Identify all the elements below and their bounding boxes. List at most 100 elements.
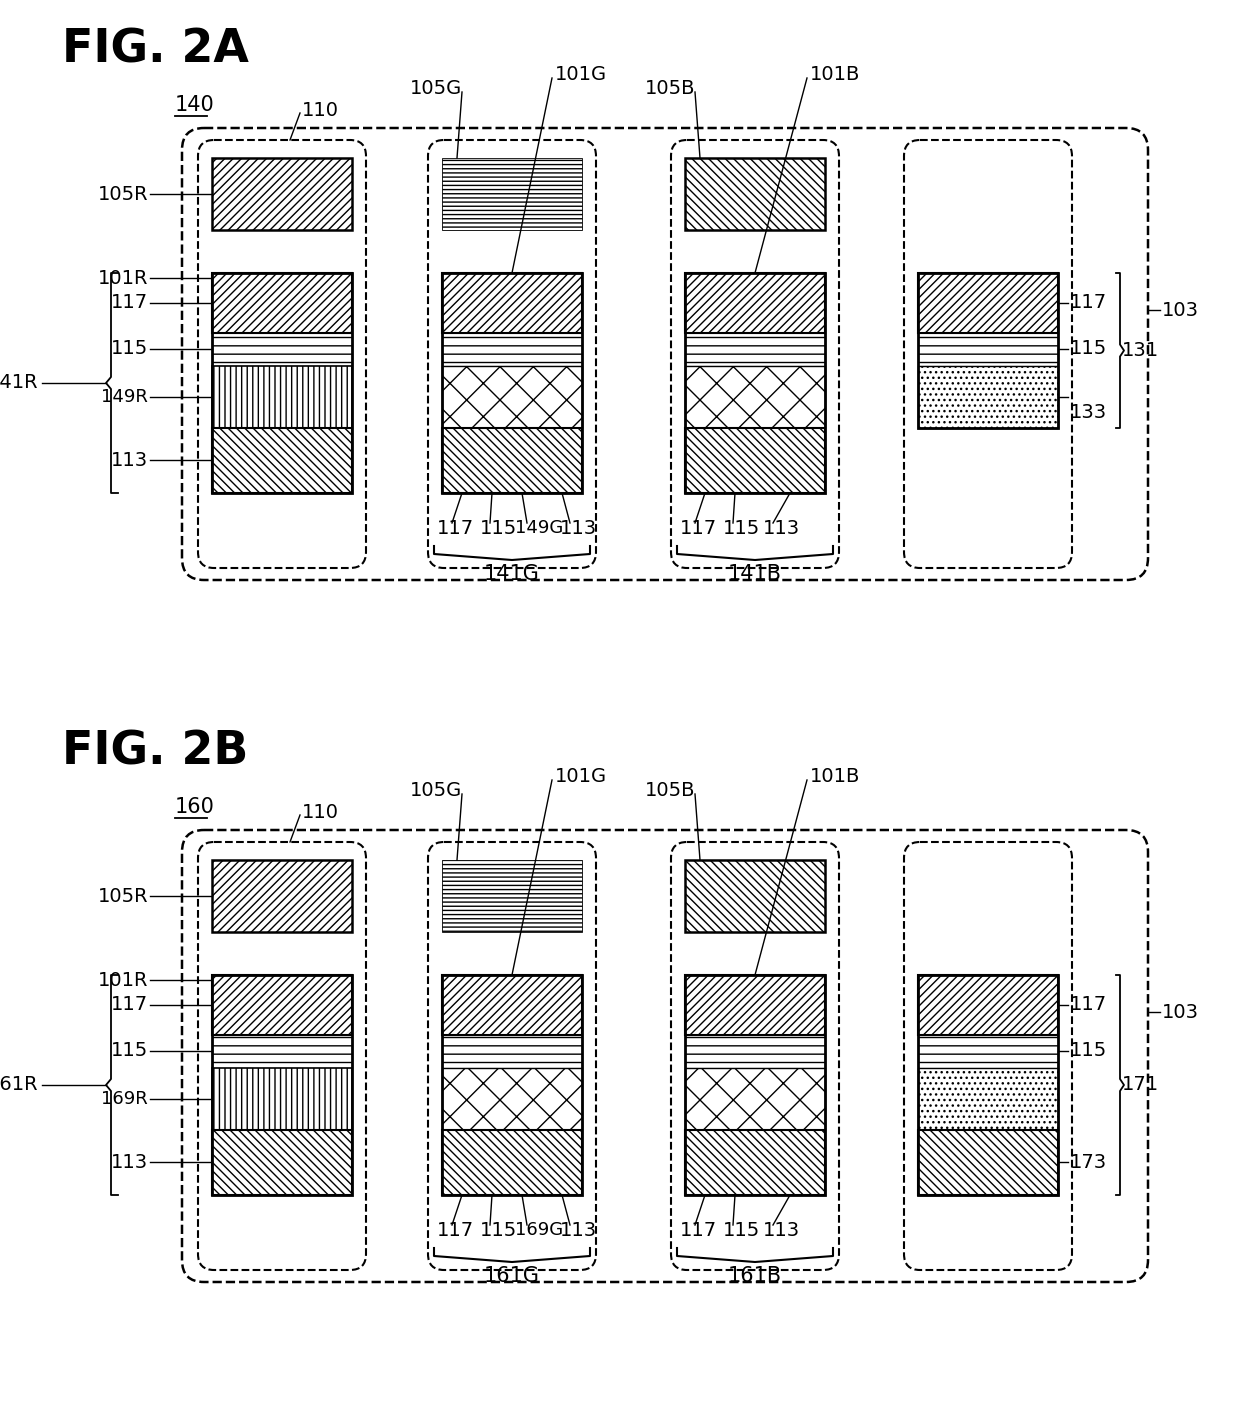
Bar [212, 159, 352, 230]
Bar [441, 333, 582, 366]
Text: 117: 117 [1070, 293, 1107, 313]
Text: 149R: 149R [102, 388, 148, 406]
Text: 115: 115 [110, 340, 148, 358]
Text: 160: 160 [175, 797, 215, 817]
Text: 115: 115 [1070, 340, 1107, 358]
Text: 141B: 141B [728, 564, 782, 584]
Text: 101B: 101B [810, 66, 861, 84]
Text: 113: 113 [560, 518, 598, 538]
Text: 115: 115 [110, 1042, 148, 1060]
Bar [684, 861, 825, 932]
Text: 105R: 105R [98, 886, 148, 906]
Text: 113: 113 [110, 451, 148, 469]
Text: 131: 131 [1122, 341, 1159, 359]
Text: 117: 117 [110, 995, 148, 1015]
Bar [441, 272, 582, 333]
Bar [212, 333, 352, 366]
Bar [684, 974, 825, 1195]
Bar [441, 861, 582, 932]
Bar [212, 974, 352, 1035]
Text: 115: 115 [723, 1220, 760, 1240]
Bar [918, 1035, 1058, 1068]
Bar [684, 428, 825, 493]
Bar [212, 1130, 352, 1195]
Bar [441, 272, 582, 493]
Text: 149G: 149G [515, 519, 563, 536]
Bar [212, 861, 352, 932]
Text: 169G: 169G [515, 1221, 563, 1238]
Text: 161R: 161R [0, 1075, 38, 1095]
Text: 117: 117 [110, 293, 148, 313]
Text: 105G: 105G [409, 781, 463, 799]
Bar [684, 159, 825, 230]
Text: 117: 117 [436, 518, 474, 538]
Bar [441, 1130, 582, 1195]
Text: 105B: 105B [645, 781, 694, 799]
Text: 105G: 105G [409, 79, 463, 97]
Bar [441, 428, 582, 493]
Bar [212, 366, 352, 428]
Text: 117: 117 [680, 1220, 717, 1240]
Text: 101G: 101G [556, 66, 608, 84]
Text: 169R: 169R [102, 1090, 148, 1108]
Text: 117: 117 [436, 1220, 474, 1240]
Bar [212, 1035, 352, 1068]
Text: 115: 115 [723, 518, 760, 538]
Bar [212, 1068, 352, 1130]
Bar [212, 428, 352, 493]
Text: 161B: 161B [728, 1266, 782, 1286]
Text: 141R: 141R [0, 373, 38, 393]
Bar [684, 974, 825, 1035]
Text: 117: 117 [1070, 995, 1107, 1015]
Text: 105B: 105B [645, 79, 694, 97]
Text: 101R: 101R [98, 970, 148, 990]
Text: 103: 103 [1162, 1002, 1199, 1022]
Text: 113: 113 [560, 1220, 598, 1240]
Bar [684, 272, 825, 493]
Bar [684, 333, 825, 366]
Bar [918, 974, 1058, 1035]
Text: 113: 113 [763, 518, 800, 538]
Text: 171: 171 [1122, 1075, 1159, 1095]
Text: 105R: 105R [98, 184, 148, 204]
Bar [441, 1035, 582, 1068]
Bar [684, 366, 825, 428]
Text: FIG. 2B: FIG. 2B [62, 730, 248, 775]
Bar [441, 974, 582, 1035]
Bar [684, 1130, 825, 1195]
Bar [684, 272, 825, 333]
Text: 113: 113 [110, 1153, 148, 1171]
Bar [684, 1035, 825, 1068]
Bar [212, 974, 352, 1195]
Text: 101R: 101R [98, 268, 148, 288]
Text: 110: 110 [303, 803, 339, 821]
Bar [918, 974, 1058, 1195]
Text: 110: 110 [303, 101, 339, 119]
Bar [918, 1068, 1058, 1195]
Text: 115: 115 [480, 518, 517, 538]
Bar [918, 272, 1058, 333]
Text: 103: 103 [1162, 300, 1199, 320]
Bar [441, 366, 582, 428]
Bar [918, 366, 1058, 428]
Bar [918, 1130, 1058, 1195]
Text: 173: 173 [1070, 1153, 1107, 1171]
Bar [441, 974, 582, 1195]
Text: 113: 113 [763, 1220, 800, 1240]
Text: 115: 115 [1070, 1042, 1107, 1060]
Bar [441, 159, 582, 230]
Text: 101G: 101G [556, 768, 608, 786]
Text: 117: 117 [680, 518, 717, 538]
Bar [212, 272, 352, 493]
Text: 161G: 161G [484, 1266, 539, 1286]
Text: 141G: 141G [484, 564, 539, 584]
Bar [918, 333, 1058, 366]
Bar [441, 1068, 582, 1130]
Text: 140: 140 [175, 95, 215, 115]
Text: 101B: 101B [810, 768, 861, 786]
Bar [212, 272, 352, 333]
Text: 133: 133 [1070, 403, 1107, 421]
Text: 115: 115 [480, 1220, 517, 1240]
Text: FIG. 2A: FIG. 2A [62, 28, 249, 73]
Bar [918, 272, 1058, 428]
